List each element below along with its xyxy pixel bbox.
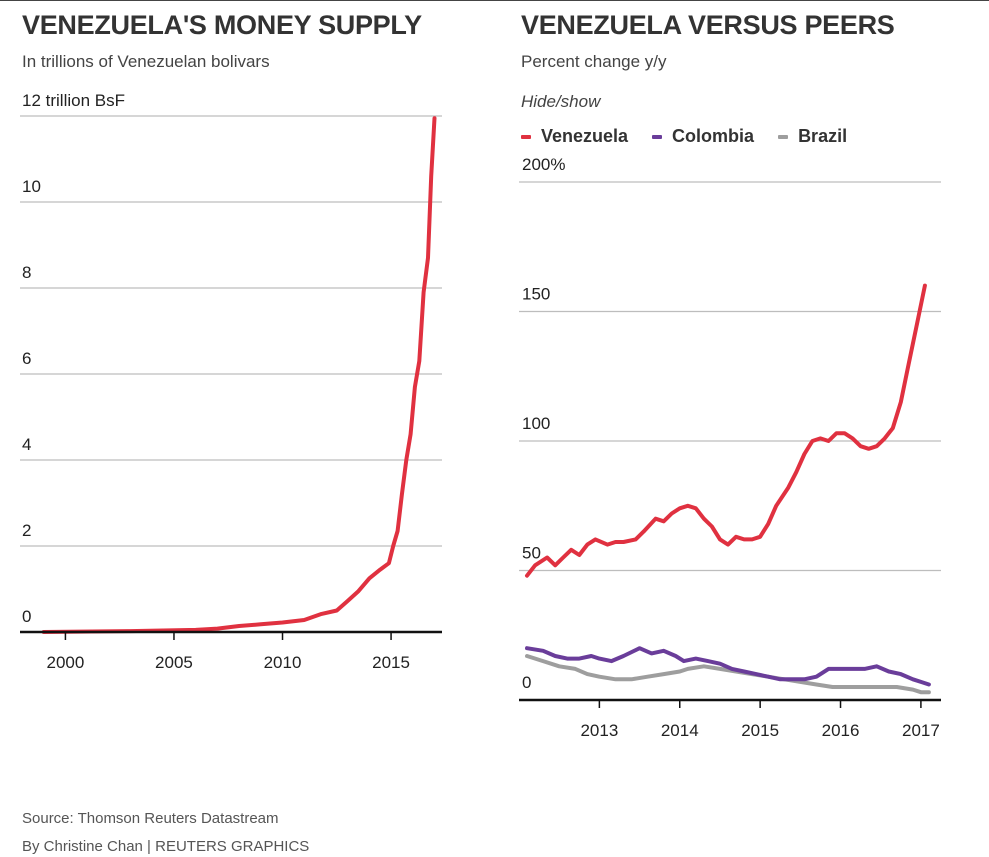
legend-item-venezuela[interactable]: Venezuela	[521, 126, 628, 147]
y-tick-label: 200%	[522, 155, 565, 174]
y-tick-label: 6	[22, 349, 31, 368]
x-tick-label: 2000	[47, 653, 85, 672]
x-tick-label: 2016	[822, 721, 860, 740]
series-line-colombia	[525, 646, 931, 687]
x-tick-label: 2017	[902, 721, 940, 740]
right-chart-title: VENEZUELA VERSUS PEERS	[521, 10, 895, 40]
series-line-venezuela	[525, 283, 927, 578]
y-tick-label: 150	[522, 285, 550, 304]
peers-chart: 0 50 100 150 200% 2013 2014 2015 2016 2017	[519, 155, 941, 740]
legend-swatch-colombia	[652, 134, 663, 139]
left-chart-subtitle: In trillions of Venezuelan bolivars	[22, 52, 270, 71]
legend-item-colombia[interactable]: Colombia	[652, 126, 754, 147]
x-tick-label: 2015	[741, 721, 779, 740]
legend-swatch-brazil	[778, 134, 789, 139]
y-tick-label: 8	[22, 263, 31, 282]
y-tick-label: 10	[22, 177, 41, 196]
series-line-money-supply	[41, 116, 437, 634]
y-tick-label: 4	[22, 435, 31, 454]
series-line-brazil	[525, 654, 931, 695]
y-tick-label: 0	[22, 607, 31, 626]
y-tick-label: 2	[22, 521, 31, 540]
x-tick-label: 2015	[372, 653, 410, 672]
x-tick-label: 2014	[661, 721, 699, 740]
y-tick-label: 100	[522, 414, 550, 433]
footer-credit: By Christine Chan | REUTERS GRAPHICS	[22, 838, 310, 855]
right-chart-subtitle: Percent change y/y	[521, 52, 667, 71]
y-tick-label: 50	[522, 544, 541, 563]
legend-label-venezuela: Venezuela	[541, 126, 629, 146]
legend-label-colombia: Colombia	[672, 126, 755, 146]
legend-swatch-venezuela	[521, 134, 531, 139]
top-rule	[0, 0, 989, 1]
footer-source: Source: Thomson Reuters Datastream	[22, 810, 279, 827]
money-supply-chart: 0 2 4 6 8 10 12 trillion BsF 2000 2005 2010 2015	[20, 91, 442, 672]
x-tick-label: 2010	[264, 653, 302, 672]
x-tick-label: 2005	[155, 653, 193, 672]
legend-label-brazil: Brazil	[798, 126, 848, 146]
hide-show-label: Hide/show	[521, 92, 601, 111]
y-tick-label: 12 trillion BsF	[22, 91, 125, 110]
legend: Venezuela Colombia Brazil	[521, 126, 871, 147]
left-chart-title: VENEZUELA'S MONEY SUPPLY	[22, 10, 422, 40]
legend-item-brazil[interactable]: Brazil	[778, 126, 847, 147]
y-tick-label: 0	[522, 673, 531, 692]
x-tick-label: 2013	[580, 721, 618, 740]
